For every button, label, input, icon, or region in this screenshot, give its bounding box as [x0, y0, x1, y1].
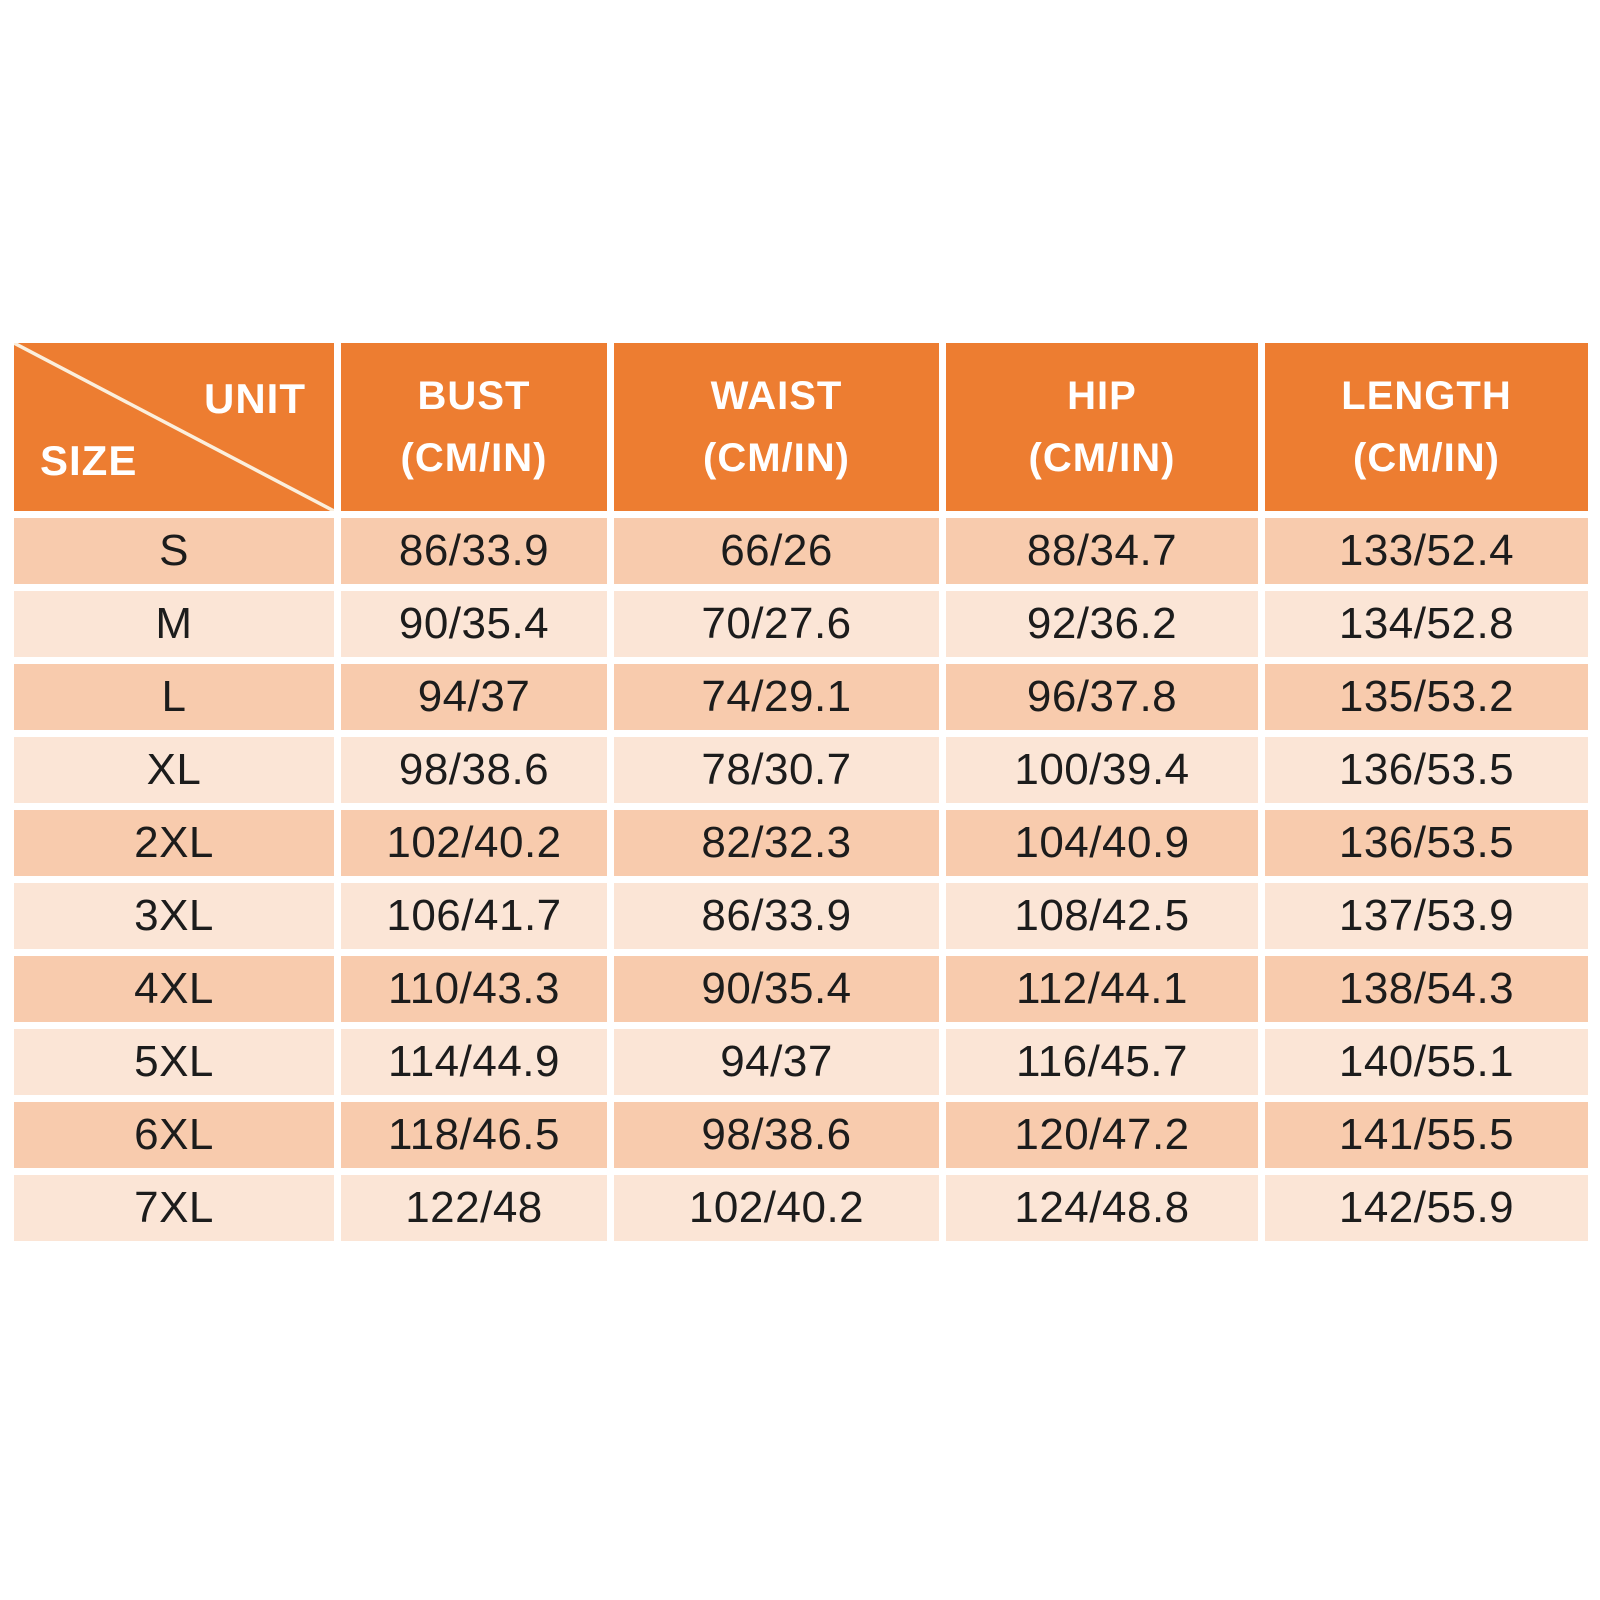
- column-unit: (CM/IN): [703, 436, 850, 480]
- hip-cell: 104/40.9: [946, 810, 1258, 876]
- length-cell: 140/55.1: [1265, 1029, 1588, 1095]
- column-header-length: LENGTH (CM/IN): [1265, 343, 1588, 511]
- corner-unit-label: UNIT: [204, 375, 306, 422]
- column-title: WAIST: [710, 374, 843, 418]
- length-cell: 134/52.8: [1265, 591, 1588, 657]
- size-cell: L: [14, 664, 334, 730]
- size-cell: XL: [14, 737, 334, 803]
- waist-cell: 98/38.6: [614, 1102, 939, 1168]
- bust-cell: 106/41.7: [341, 883, 607, 949]
- length-cell: 138/54.3: [1265, 956, 1588, 1022]
- size-cell: 2XL: [14, 810, 334, 876]
- size-cell: 6XL: [14, 1102, 334, 1168]
- length-cell: 136/53.5: [1265, 737, 1588, 803]
- waist-cell: 102/40.2: [614, 1175, 939, 1241]
- waist-cell: 90/35.4: [614, 956, 939, 1022]
- size-cell: 7XL: [14, 1175, 334, 1241]
- hip-cell: 120/47.2: [946, 1102, 1258, 1168]
- waist-cell: 70/27.6: [614, 591, 939, 657]
- column-header-waist: WAIST (CM/IN): [614, 343, 939, 511]
- size-cell: 3XL: [14, 883, 334, 949]
- column-title: HIP: [1067, 374, 1137, 418]
- column-title: LENGTH: [1341, 374, 1512, 418]
- length-cell: 135/53.2: [1265, 664, 1588, 730]
- waist-cell: 66/26: [614, 518, 939, 584]
- corner-header-cell: UNIT SIZE: [14, 343, 334, 511]
- hip-cell: 112/44.1: [946, 956, 1258, 1022]
- length-cell: 136/53.5: [1265, 810, 1588, 876]
- column-unit: (CM/IN): [1353, 436, 1500, 480]
- size-cell: 5XL: [14, 1029, 334, 1095]
- column-header-hip: HIP (CM/IN): [946, 343, 1258, 511]
- hip-cell: 116/45.7: [946, 1029, 1258, 1095]
- column-title: BUST: [417, 374, 531, 418]
- bust-cell: 118/46.5: [341, 1102, 607, 1168]
- length-cell: 133/52.4: [1265, 518, 1588, 584]
- bust-cell: 114/44.9: [341, 1029, 607, 1095]
- bust-cell: 90/35.4: [341, 591, 607, 657]
- size-cell: 4XL: [14, 956, 334, 1022]
- hip-cell: 100/39.4: [946, 737, 1258, 803]
- hip-cell: 108/42.5: [946, 883, 1258, 949]
- bust-cell: 86/33.9: [341, 518, 607, 584]
- hip-cell: 96/37.8: [946, 664, 1258, 730]
- hip-cell: 88/34.7: [946, 518, 1258, 584]
- size-cell: S: [14, 518, 334, 584]
- bust-cell: 110/43.3: [341, 956, 607, 1022]
- length-cell: 142/55.9: [1265, 1175, 1588, 1241]
- size-cell: M: [14, 591, 334, 657]
- bust-cell: 94/37: [341, 664, 607, 730]
- column-unit: (CM/IN): [400, 436, 548, 480]
- hip-cell: 124/48.8: [946, 1175, 1258, 1241]
- column-header-bust: BUST (CM/IN): [341, 343, 607, 511]
- corner-size-label: SIZE: [40, 437, 138, 484]
- length-cell: 137/53.9: [1265, 883, 1588, 949]
- waist-cell: 94/37: [614, 1029, 939, 1095]
- waist-cell: 86/33.9: [614, 883, 939, 949]
- column-unit: (CM/IN): [1028, 436, 1176, 480]
- bust-cell: 98/38.6: [341, 737, 607, 803]
- diagonal-divider-line: [14, 343, 334, 511]
- size-chart-table: UNIT SIZE BUST (CM/IN) WAIST (CM/IN) HIP…: [14, 343, 1588, 1241]
- waist-cell: 78/30.7: [614, 737, 939, 803]
- waist-cell: 82/32.3: [614, 810, 939, 876]
- length-cell: 141/55.5: [1265, 1102, 1588, 1168]
- waist-cell: 74/29.1: [614, 664, 939, 730]
- bust-cell: 102/40.2: [341, 810, 607, 876]
- bust-cell: 122/48: [341, 1175, 607, 1241]
- hip-cell: 92/36.2: [946, 591, 1258, 657]
